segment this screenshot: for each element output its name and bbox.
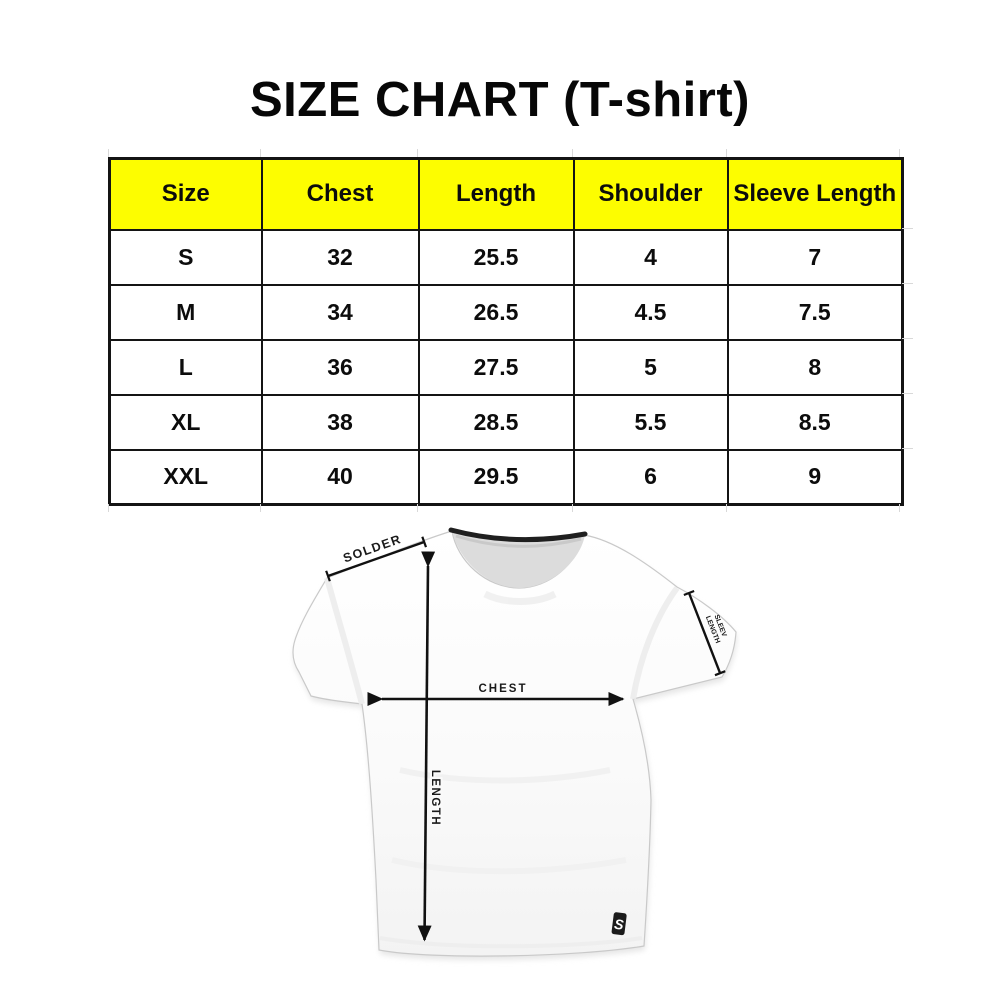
- brand-tag-letter: S: [613, 916, 625, 933]
- col-header-shoulder: Shoulder: [572, 157, 729, 231]
- gridline-stub: [902, 228, 913, 229]
- gridline-stub: [899, 149, 900, 157]
- shoulder-cell: 5: [572, 338, 729, 396]
- gridline-stub: [899, 504, 900, 512]
- table-row-m: M 34 26.5 4.5 7.5: [108, 283, 904, 341]
- length-cell: 29.5: [417, 448, 575, 506]
- size-chart-table: Size Chest Length Shoulder Sleeve Length…: [108, 157, 904, 506]
- gridline-stub: [902, 393, 913, 394]
- neck-inner-shade: [455, 534, 582, 548]
- gridline-stub: [726, 149, 727, 157]
- length-cell: 25.5: [417, 228, 575, 286]
- size-cell: M: [108, 283, 263, 341]
- table-row-l: L 36 27.5 5 8: [108, 338, 904, 396]
- table-row-xxl: XXL 40 29.5 6 9: [108, 448, 904, 506]
- gridline-stub: [902, 338, 913, 339]
- col-header-length: Length: [417, 157, 575, 231]
- sleeve-length-cell: 7: [726, 228, 904, 286]
- gridline-stub: [108, 504, 109, 512]
- length-label: LENGTH: [429, 770, 441, 826]
- col-header-sleeve-length: Sleeve Length: [726, 157, 904, 231]
- brand-tag: S: [611, 912, 627, 936]
- sleeve-length-cell: 9: [726, 448, 904, 506]
- size-cell: S: [108, 228, 263, 286]
- shoulder-cell: 4: [572, 228, 729, 286]
- gridline-stub: [417, 504, 418, 512]
- gridline-stub: [726, 504, 727, 512]
- col-header-size: Size: [108, 157, 263, 231]
- sleeve-length-cell: 8: [726, 338, 904, 396]
- gridline-stub: [417, 149, 418, 157]
- header-row: Size Chest Length Shoulder Sleeve Length: [108, 157, 904, 231]
- chest-label: CHEST: [479, 683, 528, 695]
- size-cell: XL: [108, 393, 263, 451]
- sleeve-length-cell: 7.5: [726, 283, 904, 341]
- size-cell: XXL: [108, 448, 263, 506]
- gridline-stub: [572, 149, 573, 157]
- chest-cell: 32: [260, 228, 420, 286]
- gridline-stub: [572, 504, 573, 512]
- shoulder-cell: 6: [572, 448, 729, 506]
- chest-cell: 34: [260, 283, 420, 341]
- length-cell: 26.5: [417, 283, 575, 341]
- sleeve-length-cell: 8.5: [726, 393, 904, 451]
- tshirt-svg: SOLDER SLEEV LENGTH LENGTH CHEST S: [292, 527, 737, 961]
- gridline-stub: [260, 504, 261, 512]
- tshirt-measurement-diagram: SOLDER SLEEV LENGTH LENGTH CHEST S: [280, 508, 740, 980]
- chest-cell: 38: [260, 393, 420, 451]
- table-row-xl: XL 38 28.5 5.5 8.5: [108, 393, 904, 451]
- collar: [448, 527, 588, 543]
- length-arrow: [417, 551, 436, 942]
- col-header-chest: Chest: [260, 157, 420, 231]
- size-cell: L: [108, 338, 263, 396]
- gridline-stub: [902, 448, 913, 449]
- length-cell: 27.5: [417, 338, 575, 396]
- sleeve-measure-line: [683, 589, 726, 677]
- length-cell: 28.5: [417, 393, 575, 451]
- shoulder-cell: 5.5: [572, 393, 729, 451]
- table-row-s: S 32 25.5 4 7: [108, 228, 904, 286]
- gridline-stub: [108, 149, 109, 157]
- page-title: SIZE CHART (T-shirt): [250, 73, 750, 127]
- shoulder-cell: 4.5: [572, 283, 729, 341]
- chest-cell: 36: [260, 338, 420, 396]
- gridline-stub: [902, 283, 913, 284]
- chest-cell: 40: [260, 448, 420, 506]
- gridline-stub: [260, 149, 261, 157]
- tshirt-body: [292, 530, 737, 957]
